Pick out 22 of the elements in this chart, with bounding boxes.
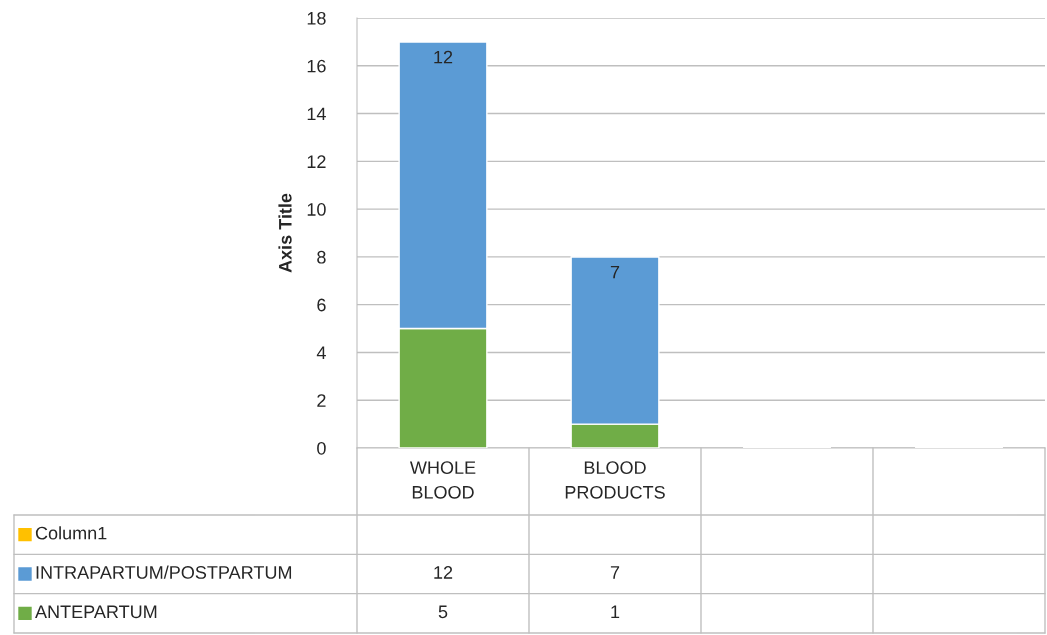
annotation: 12 (434, 50, 453, 64)
data-label: 5 (438, 605, 448, 619)
y-axis-title: Axis Title (278, 193, 292, 273)
data-label: 1 (611, 605, 620, 618)
y-tick-label: 2 (317, 394, 326, 407)
legend-label: ANTEPARTUM (35, 605, 157, 619)
annotation: 7 (610, 265, 620, 279)
x-tick-label: WHOLE BLOOD (409, 461, 476, 499)
y-tick-label: 18 (307, 11, 326, 25)
legend-label: INTRAPARTUM/POSTPARTUM (36, 565, 292, 579)
y-tick-label: 4 (316, 346, 326, 359)
x-tick-label: BLOOD PRODUCTS (565, 461, 665, 499)
y-tick-label: 8 (317, 250, 326, 264)
y-tick-label: 0 (317, 441, 326, 455)
y-tick-label: 6 (317, 298, 326, 312)
y-tick-label: 10 (307, 203, 326, 216)
data-label: 12 (434, 566, 453, 579)
y-tick-label: 14 (307, 107, 326, 121)
y-tick-label: 16 (307, 59, 326, 73)
y-tick-label: 12 (307, 155, 326, 168)
legend-label: Column1 (35, 526, 107, 540)
data-label: 7 (610, 566, 620, 579)
